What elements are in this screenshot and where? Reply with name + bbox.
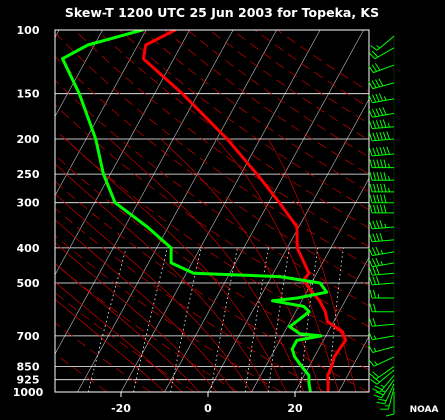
moist-adiabat-34 <box>267 138 357 392</box>
sounding-traces <box>61 30 348 392</box>
wind-barb <box>372 375 395 393</box>
wind-barb <box>368 345 395 353</box>
pressure-tick-150: 150 <box>17 88 40 101</box>
temperature-tick-0: 0 <box>204 402 212 415</box>
moist-adiabat--6 <box>55 281 183 392</box>
pressure-tick-1000: 1000 <box>13 386 44 399</box>
wind-barb <box>368 266 395 276</box>
wind-barb <box>380 387 395 410</box>
pressure-tick-925: 925 <box>17 374 40 387</box>
pressure-tick-700: 700 <box>17 330 40 343</box>
wind-barb <box>369 183 395 193</box>
wind-barb <box>369 366 395 380</box>
moist-adiabat-26 <box>160 138 322 392</box>
wind-barb <box>368 356 395 367</box>
dry-adiabat-290 <box>55 235 282 392</box>
pressure-tick-300: 300 <box>17 197 40 210</box>
dry-adiabat-310 <box>55 180 369 392</box>
moist-adiabat-2 <box>55 242 217 392</box>
dry-adiabat-410 <box>141 30 369 193</box>
temperature-axis: -20 0 20 <box>111 392 303 415</box>
dry-adiabat-270 <box>55 292 195 392</box>
wind-barb <box>368 131 395 142</box>
isotherm--50 <box>55 30 190 276</box>
wind-barb <box>369 194 395 204</box>
temperature-trace <box>141 30 348 392</box>
isotherm--30 <box>77 30 277 392</box>
temperature-tick--20: -20 <box>111 402 131 415</box>
plot-frame <box>54 29 370 393</box>
isotherm--10 <box>164 30 364 392</box>
wind-barb <box>369 289 395 299</box>
pressure-tick-500: 500 <box>17 277 40 290</box>
wind-barb <box>368 93 395 104</box>
moist-adiabat-18 <box>65 138 287 392</box>
chart-title: Skew-T 1200 UTC 25 Jun 2003 for Topeka, … <box>65 5 379 20</box>
wind-barb <box>373 379 395 399</box>
wind-barb <box>385 392 395 417</box>
dry-adiabat-300 <box>55 207 325 392</box>
wind-barb <box>369 303 395 313</box>
moist-adiabat--2 <box>55 262 200 392</box>
moist-adiabat-14 <box>55 163 270 392</box>
wind-barb <box>368 78 395 90</box>
wind-barb <box>368 331 395 341</box>
wind-barb <box>368 47 395 60</box>
pressure-tick-400: 400 <box>17 242 40 255</box>
wind-barb <box>368 276 395 286</box>
wind-barb <box>370 35 395 51</box>
moist-adiabat-6 <box>55 219 235 392</box>
wind-barb <box>368 317 395 327</box>
wind-barb-column <box>368 35 395 417</box>
wind-barb <box>369 204 395 214</box>
background-grid <box>55 30 369 392</box>
dry-adiabat-340 <box>55 104 369 328</box>
isotherm-10 <box>251 177 369 392</box>
isotherm--70 <box>55 30 103 118</box>
dry-adiabat-280 <box>55 263 238 392</box>
dry-adiabat-350 <box>55 79 369 307</box>
wind-barb <box>368 232 395 243</box>
wind-barb <box>368 220 395 230</box>
pressure-tick-100: 100 <box>17 24 40 37</box>
mixing-ratio-0.4 <box>87 247 127 392</box>
dry-adiabat-360 <box>55 55 369 287</box>
temperature-tick-20: 20 <box>287 402 303 415</box>
wind-barb <box>368 119 395 130</box>
wind-barb <box>368 107 395 118</box>
isotherm--60 <box>55 30 147 197</box>
wind-barb <box>369 159 395 169</box>
wind-barb <box>376 383 395 405</box>
dewpoint-trace <box>61 30 329 392</box>
dry-adiabat-390 <box>96 30 369 229</box>
isotherm-20 <box>294 256 369 392</box>
credit-label: NOAA <box>410 405 439 415</box>
moist-adiabat-22 <box>109 138 305 392</box>
wind-barb <box>369 172 395 181</box>
wind-barb <box>368 146 395 157</box>
wind-barb <box>368 257 395 268</box>
moist-adiabat--10 <box>55 298 165 392</box>
pressure-tick-250: 250 <box>17 168 40 181</box>
wind-barb <box>368 63 395 74</box>
dry-adiabat-400 <box>119 30 369 211</box>
isotherm--40 <box>55 30 234 355</box>
isotherm-0 <box>207 98 369 392</box>
pressure-tick-200: 200 <box>17 133 40 146</box>
pressure-tick-850: 850 <box>17 360 40 373</box>
isotherm--20 <box>120 30 321 392</box>
dry-adiabat-320 <box>55 154 369 371</box>
wind-barb <box>368 246 395 257</box>
